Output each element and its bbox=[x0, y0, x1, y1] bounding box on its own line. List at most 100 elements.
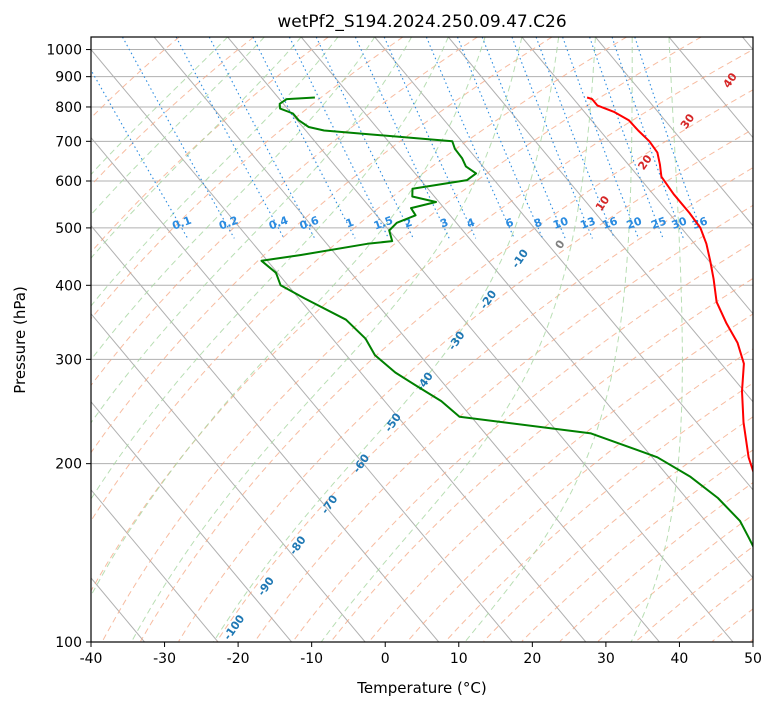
dry-adiabat-line bbox=[91, 37, 404, 320]
y-tick-label: 900 bbox=[55, 70, 82, 86]
dry-adiabat-line bbox=[91, 37, 702, 592]
x-tick-label: -40 bbox=[80, 651, 103, 667]
moist-adiabat-line bbox=[91, 37, 339, 307]
x-tick-label: 40 bbox=[671, 651, 689, 667]
mixing-ratio-line bbox=[252, 37, 356, 239]
dry-adiabat-line bbox=[216, 167, 753, 642]
moist-adiabat-line bbox=[91, 37, 302, 259]
dry-adiabat-line bbox=[254, 204, 753, 642]
moist-adiabat-line bbox=[630, 37, 683, 642]
moist-adiabat-line bbox=[212, 37, 560, 642]
dry-adiabat-line bbox=[483, 416, 753, 642]
mixing-ratio-line bbox=[456, 37, 544, 239]
mixing-ratio-line bbox=[122, 37, 235, 239]
mixing-ratio-line bbox=[589, 37, 664, 239]
mixing-ratio-label: 10 bbox=[551, 214, 570, 232]
mixing-ratio-line bbox=[175, 37, 285, 239]
mixing-ratio-label: 8 bbox=[532, 216, 544, 231]
x-tick-label: 0 bbox=[381, 651, 390, 667]
y-tick-label: 800 bbox=[55, 100, 82, 116]
isotherm-line bbox=[227, 37, 734, 642]
mixing-ratio-label: 3 bbox=[438, 216, 450, 231]
mixing-ratio-label: 13 bbox=[578, 214, 597, 231]
dry-adiabat-line bbox=[330, 277, 753, 642]
isotherm-line bbox=[91, 224, 440, 642]
isotherm-line bbox=[447, 37, 753, 403]
temperature-profile-line bbox=[586, 96, 753, 474]
y-tick-label: 200 bbox=[55, 457, 82, 473]
x-axis-title: Temperature (°C) bbox=[356, 679, 486, 697]
profile-series bbox=[260, 96, 753, 549]
dewpoint-profile-line bbox=[260, 96, 753, 549]
dry-adiabat-line bbox=[101, 48, 753, 642]
isotherm-line bbox=[91, 401, 293, 642]
mixing-ratio-line bbox=[288, 37, 390, 239]
mixing-ratio-label: 1 bbox=[344, 216, 356, 231]
dry-adiabat-line bbox=[91, 37, 255, 186]
x-tick-label: -10 bbox=[300, 651, 323, 667]
mixing-ratio-label: 36 bbox=[691, 214, 710, 232]
y-tick-label: 1000 bbox=[46, 43, 82, 59]
y-tick-label: 500 bbox=[55, 221, 82, 237]
mixing-ratio-line bbox=[611, 37, 684, 239]
y-ticks: 100 200 300 400 500 600 700 800 900 1000 bbox=[46, 43, 91, 651]
mixing-ratio-label: 0.1 bbox=[171, 214, 194, 233]
x-tick-label: -30 bbox=[153, 651, 176, 667]
dry-adiabat-line bbox=[521, 449, 753, 642]
x-tick-label: 10 bbox=[450, 651, 468, 667]
moist-adiabat-line bbox=[91, 37, 412, 424]
y-tick-label: 100 bbox=[55, 635, 82, 651]
y-tick-label: 600 bbox=[55, 174, 82, 190]
mixing-ratio-line bbox=[511, 37, 593, 239]
mixing-ratio-label: 0.2 bbox=[217, 214, 240, 233]
dry-adiabat-line bbox=[178, 128, 753, 642]
x-tick-label: 20 bbox=[523, 651, 541, 667]
x-tick-label: 50 bbox=[744, 651, 762, 667]
moist-adiabat-line bbox=[91, 37, 376, 361]
mixing-ratio-label: 0.6 bbox=[298, 214, 321, 233]
isotherm-line bbox=[521, 37, 753, 315]
isotherm-line bbox=[153, 37, 660, 642]
isotherm-line bbox=[374, 37, 753, 491]
dry-adiabat-line bbox=[559, 481, 753, 642]
dry-adiabat-line bbox=[140, 89, 753, 642]
y-tick-label: 400 bbox=[55, 278, 82, 294]
mixing-ratio-line bbox=[481, 37, 566, 239]
mixing-ratio-label: 6 bbox=[504, 216, 516, 231]
y-tick-label: 700 bbox=[55, 134, 82, 150]
mixing-ratio-label: 30 bbox=[670, 214, 689, 232]
mixing-ratio-label: 2 bbox=[402, 216, 414, 231]
dry-adiabat-line bbox=[368, 313, 753, 642]
mixing-ratio-line bbox=[315, 37, 414, 239]
mixing-ratio-label: 1.5 bbox=[372, 214, 395, 233]
isotherm-line bbox=[91, 312, 366, 642]
y-axis-title: Pressure (hPa) bbox=[11, 286, 29, 394]
mixing-ratio-label: 25 bbox=[649, 214, 668, 231]
plot-background bbox=[91, 37, 753, 642]
isotherm-line bbox=[91, 489, 219, 642]
dry-adiabat-line bbox=[292, 241, 753, 642]
mixing-ratio-label: 0.4 bbox=[267, 214, 290, 233]
mixing-ratio-line bbox=[208, 37, 316, 239]
mixing-ratio-line bbox=[634, 37, 705, 239]
mixing-ratio-label: 20 bbox=[625, 214, 644, 232]
moist-adiabat-line bbox=[320, 37, 596, 642]
moist-adiabat-line bbox=[91, 37, 449, 500]
dry-adiabat-line bbox=[91, 37, 478, 387]
moist-adiabat-line bbox=[91, 37, 486, 597]
x-tick-label: 30 bbox=[597, 651, 615, 667]
mixing-ratio-label: 4 bbox=[465, 216, 477, 231]
moist-adiabat-line bbox=[130, 37, 523, 642]
mixing-ratio-label: 16 bbox=[601, 214, 620, 232]
moist-adiabat-line bbox=[464, 37, 633, 642]
isotherm-line bbox=[595, 37, 753, 227]
x-tick-label: -20 bbox=[227, 651, 250, 667]
chart-title: wetPf2_S194.2024.250.09.47.C26 bbox=[277, 12, 566, 32]
mixing-ratio-line bbox=[562, 37, 640, 239]
y-tick-label: 300 bbox=[55, 352, 82, 368]
dry-adiabat-line bbox=[91, 37, 627, 522]
dry-adiabat-line bbox=[750, 638, 753, 642]
x-ticks: -40 -30 -20 -10 0 10 20 30 40 50 bbox=[80, 642, 762, 667]
plot-frame bbox=[90, 36, 754, 643]
